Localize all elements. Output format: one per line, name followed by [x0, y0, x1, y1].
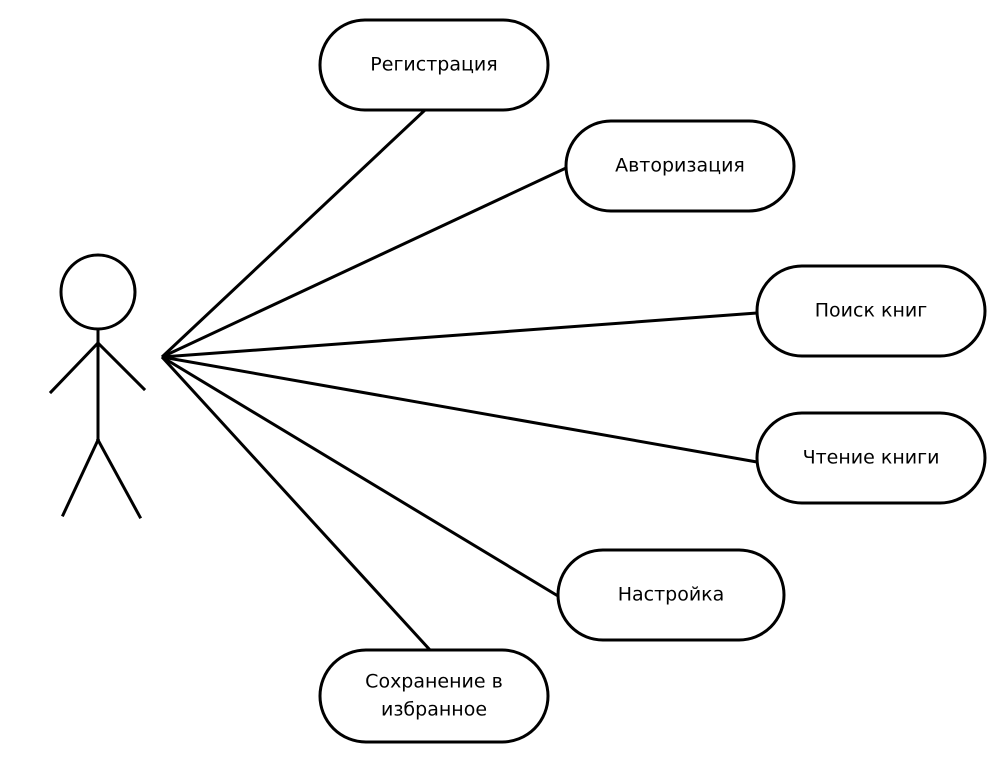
use-cases: Регистрация Авторизация Поиск книг Чтение к…: [318, 18, 987, 744]
use-case-shape: [755, 264, 987, 358]
use-case-label: Поиск книг: [815, 300, 927, 322]
association-line-book-reading: [161, 355, 758, 464]
use-case-shape: [564, 119, 796, 213]
actor-left-arm: [48, 340, 101, 395]
actor-head: [59, 253, 137, 331]
use-case-save-favorites: Сохранение в избранное: [318, 648, 550, 744]
use-case-label: Регистрация: [370, 54, 497, 76]
association-line-save-favorites: [160, 355, 432, 652]
actor-right-leg: [95, 437, 143, 520]
use-case-book-search: Поиск книг: [755, 264, 987, 358]
use-case-label: избранное: [381, 699, 487, 721]
use-case-shape: [318, 648, 550, 744]
use-case-settings: Настройка: [556, 548, 786, 642]
use-case-shape: [556, 548, 786, 642]
actor-right-arm: [95, 340, 147, 392]
association-line-authorization: [161, 166, 567, 359]
use-case-book-reading: Чтение книги: [755, 411, 987, 505]
use-case-shape: [318, 18, 550, 112]
use-case-shape: [755, 411, 987, 505]
association-lines: [160, 108, 758, 652]
actor-figure: [48, 253, 147, 520]
use-case-label: Авторизация: [615, 155, 745, 177]
use-case-registration: Регистрация: [318, 18, 550, 112]
use-case-label: Чтение книги: [803, 447, 940, 469]
use-case-label: Настройка: [618, 584, 725, 606]
use-case-label: Сохранение в: [365, 671, 503, 693]
association-line-book-search: [161, 311, 758, 359]
association-line-settings: [161, 355, 559, 598]
actor-left-leg: [61, 438, 100, 517]
association-line-registration: [160, 108, 427, 359]
use-case-authorization: Авторизация: [564, 119, 796, 213]
